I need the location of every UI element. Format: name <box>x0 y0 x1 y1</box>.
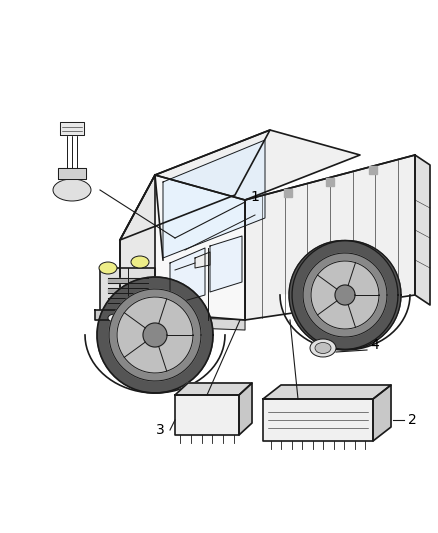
Ellipse shape <box>131 256 149 268</box>
Ellipse shape <box>108 314 122 322</box>
Polygon shape <box>97 277 213 393</box>
Text: 2: 2 <box>408 413 417 427</box>
Text: 1: 1 <box>251 190 259 204</box>
Polygon shape <box>311 261 379 329</box>
Text: 3: 3 <box>155 423 164 437</box>
Polygon shape <box>120 315 245 330</box>
Polygon shape <box>210 236 242 292</box>
Polygon shape <box>95 310 160 320</box>
Polygon shape <box>195 252 210 268</box>
Polygon shape <box>108 298 148 303</box>
Ellipse shape <box>315 343 331 353</box>
Polygon shape <box>85 335 225 393</box>
Polygon shape <box>289 240 398 350</box>
Polygon shape <box>60 122 84 135</box>
Polygon shape <box>143 323 167 347</box>
Polygon shape <box>373 385 391 441</box>
Polygon shape <box>263 385 391 399</box>
Polygon shape <box>58 168 86 179</box>
Polygon shape <box>283 189 292 197</box>
Polygon shape <box>263 399 373 441</box>
Polygon shape <box>368 166 377 174</box>
Polygon shape <box>175 395 239 435</box>
Polygon shape <box>163 140 265 258</box>
Polygon shape <box>108 278 148 283</box>
Polygon shape <box>155 130 360 200</box>
Ellipse shape <box>53 179 91 201</box>
Polygon shape <box>120 130 270 240</box>
Polygon shape <box>117 297 193 373</box>
Polygon shape <box>292 240 401 350</box>
Polygon shape <box>175 383 252 395</box>
Ellipse shape <box>99 262 117 274</box>
Polygon shape <box>245 155 415 320</box>
Polygon shape <box>109 289 201 381</box>
Ellipse shape <box>310 339 336 357</box>
Polygon shape <box>120 175 245 320</box>
Polygon shape <box>303 253 387 337</box>
Polygon shape <box>326 177 334 185</box>
Polygon shape <box>170 248 205 305</box>
Polygon shape <box>280 295 410 350</box>
Polygon shape <box>120 175 155 310</box>
Polygon shape <box>100 268 155 315</box>
Polygon shape <box>335 285 355 305</box>
Polygon shape <box>239 383 252 435</box>
Polygon shape <box>108 288 148 293</box>
Text: 4: 4 <box>371 338 379 352</box>
Polygon shape <box>415 155 430 305</box>
